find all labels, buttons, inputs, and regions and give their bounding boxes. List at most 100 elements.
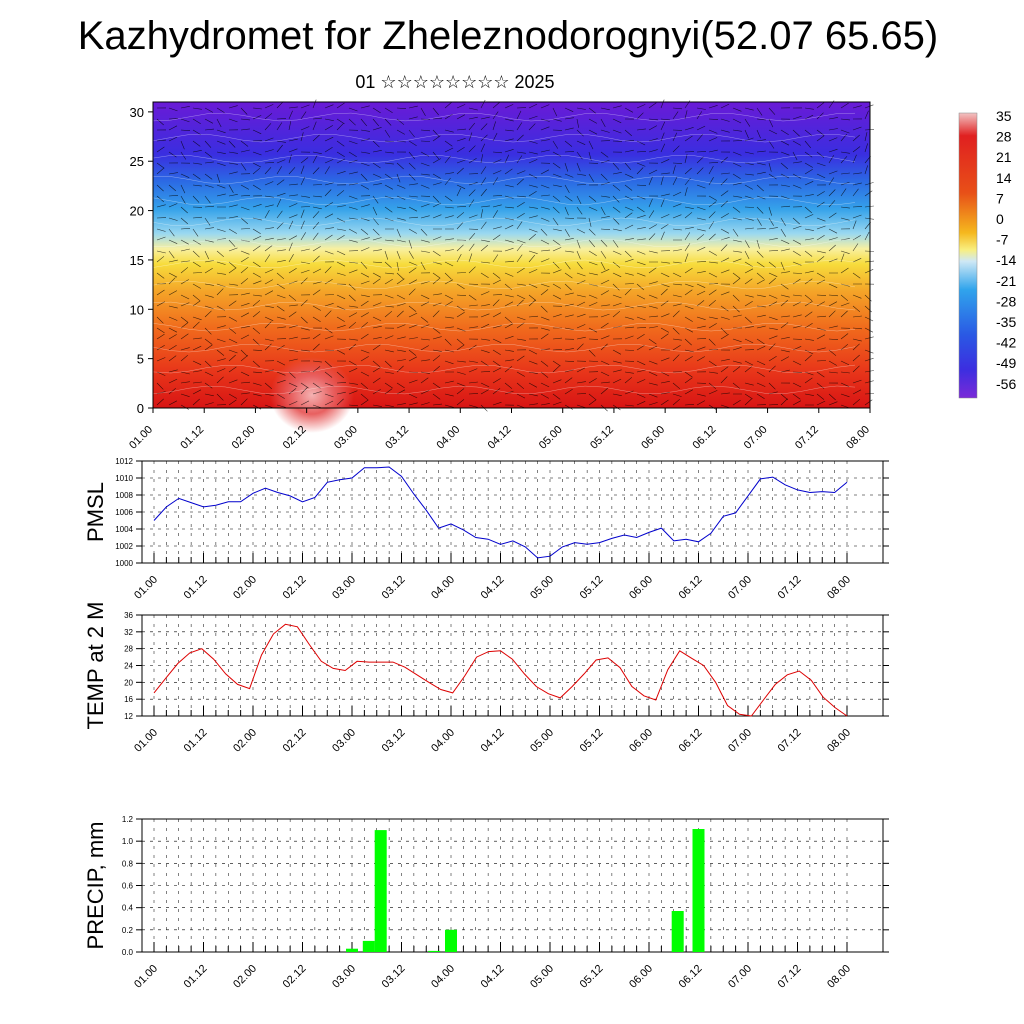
isotherm-contour xyxy=(152,175,856,185)
wind-barb-row xyxy=(156,299,872,313)
y-tick-label: 0.6 xyxy=(122,882,134,891)
precip-bar xyxy=(445,929,457,952)
chart-subtitle: 01 ☆☆☆☆☆☆☆☆ 2025 xyxy=(355,72,555,92)
x-tick-label: 05.12 xyxy=(578,727,606,755)
wind-barb-row xyxy=(156,354,874,368)
precip-bar xyxy=(692,829,705,952)
x-tick-label: 02.00 xyxy=(231,727,259,755)
x-tick-label: 03.00 xyxy=(330,574,358,602)
x-tick-label: 08.00 xyxy=(844,424,872,452)
x-tick-label: 04.12 xyxy=(486,424,514,452)
colorbar: 35 28 21 14 7 0 -7 -14 -21 -28 -35 -42 -49 -56 xyxy=(958,108,1016,399)
wind-barb-row xyxy=(156,277,875,291)
x-tick-label: 03.00 xyxy=(330,727,358,755)
y-tick-label: 0 xyxy=(137,401,144,416)
series-line xyxy=(153,623,848,717)
x-tick-label: 05.12 xyxy=(578,963,606,991)
x-tick-label: 03.00 xyxy=(332,424,360,452)
wind-barb-row xyxy=(156,231,870,249)
x-tick-label: 02.12 xyxy=(281,963,309,991)
x-tick-label: 01.00 xyxy=(132,963,160,991)
wind-barb-row xyxy=(156,310,874,324)
x-tick-label: 01.00 xyxy=(132,727,160,755)
colorbar-label: 7 xyxy=(996,190,1004,206)
x-tick-label: 05.00 xyxy=(528,963,556,991)
pmsl-panel: 1000 1002 1004 1006 1008 1010 1012 01.00 01.12 02… xyxy=(83,457,889,602)
precip-bar xyxy=(671,911,684,952)
x-tick-label: 01.12 xyxy=(182,574,210,602)
y-tick-label: 0.2 xyxy=(122,926,134,935)
x-tick-label: 05.12 xyxy=(588,424,616,452)
x-tick-label: 03.12 xyxy=(380,963,408,991)
x-tick-label: 06.00 xyxy=(627,727,655,755)
y-tick-label: 0.4 xyxy=(122,904,134,913)
isotherm-contour xyxy=(152,133,856,143)
x-tick-label: 01.00 xyxy=(132,574,160,602)
colorbar-label: -42 xyxy=(996,335,1016,351)
cross-section-x-axis: 01.00 01.12 02.00 02.12 03.00 03.12 04.00 04.12… xyxy=(127,408,872,452)
isotherm-contour xyxy=(152,343,856,353)
x-tick-label: 06.00 xyxy=(627,963,655,991)
colorbar-label: -56 xyxy=(996,376,1016,392)
y-tick-label: 25 xyxy=(130,154,144,169)
isotherm-contour xyxy=(152,238,856,247)
isotherm-contour xyxy=(152,112,856,122)
x-tick-label: 01.12 xyxy=(182,963,210,991)
x-tick-label: 06.12 xyxy=(691,424,719,452)
colorbar-labels: 35 28 21 14 7 0 -7 -14 -21 -28 -35 -42 -49 -56 xyxy=(996,108,1016,392)
y-tick-label: 20 xyxy=(124,678,133,687)
wind-barb-row xyxy=(156,266,874,280)
colorbar-label: -28 xyxy=(996,293,1016,309)
x-tick-label: 02.00 xyxy=(231,963,259,991)
chart-title: Kazhydromet for Zheleznodorognyi(52.07 6… xyxy=(77,14,939,58)
y-tick-label: 16 xyxy=(124,695,133,704)
series-line xyxy=(153,466,848,559)
x-tick-label: 07.12 xyxy=(793,424,821,452)
isotherm-contour xyxy=(152,155,856,164)
y-tick-label: 28 xyxy=(124,645,133,654)
x-tick-label: 04.12 xyxy=(479,963,507,991)
isotherm-contour xyxy=(152,196,856,206)
wind-barb-row xyxy=(156,165,868,183)
x-tick-label: 03.12 xyxy=(380,727,408,755)
y-tick-label: 15 xyxy=(130,253,144,268)
y-tick-label: 1000 xyxy=(115,559,133,568)
isotherm-contour xyxy=(152,385,856,395)
wind-barb-row xyxy=(156,288,872,302)
temp-panel: 12 16 20 24 28 32 36 01.00 01.12 02.00 02.12 03.00 0… xyxy=(83,602,889,755)
y-tick-label: 1.0 xyxy=(122,837,134,846)
colorbar-label: 14 xyxy=(996,170,1012,186)
y-tick-label: 12 xyxy=(124,712,133,721)
x-tick-label: 07.00 xyxy=(726,727,754,755)
wind-barb-row xyxy=(156,365,874,379)
isotherm-contour xyxy=(152,259,856,269)
x-tick-label: 01.00 xyxy=(127,424,155,452)
y-tick-label: 24 xyxy=(124,662,133,671)
colorbar-label: 0 xyxy=(996,211,1004,227)
wind-barb-row xyxy=(156,99,874,117)
y-tick-label: 10 xyxy=(130,302,144,317)
y-tick-label: 1010 xyxy=(115,474,133,483)
x-tick-label: 07.00 xyxy=(742,424,770,452)
x-tick-label: 04.00 xyxy=(429,727,457,755)
x-tick-label: 02.00 xyxy=(231,574,259,602)
x-tick-label: 06.12 xyxy=(677,963,705,991)
x-tick-label: 07.12 xyxy=(776,963,804,991)
x-tick-label: 08.00 xyxy=(825,727,853,755)
colorbar-label: 35 xyxy=(996,108,1012,124)
x-tick-label: 01.12 xyxy=(182,727,210,755)
wind-barb-row xyxy=(156,343,874,357)
x-tick-label: 08.00 xyxy=(825,574,853,602)
x-tick-label: 07.12 xyxy=(776,574,804,602)
y-tick-label: 0.0 xyxy=(122,948,134,957)
wind-barb-row xyxy=(156,187,873,205)
precip-bar xyxy=(346,948,358,952)
x-tick-label: 06.12 xyxy=(677,574,705,602)
x-tick-label: 05.12 xyxy=(578,574,606,602)
precip-bar xyxy=(374,830,387,952)
wind-barb-row xyxy=(156,253,875,271)
wind-barb-row xyxy=(156,387,875,401)
x-tick-label: 05.00 xyxy=(537,424,565,452)
